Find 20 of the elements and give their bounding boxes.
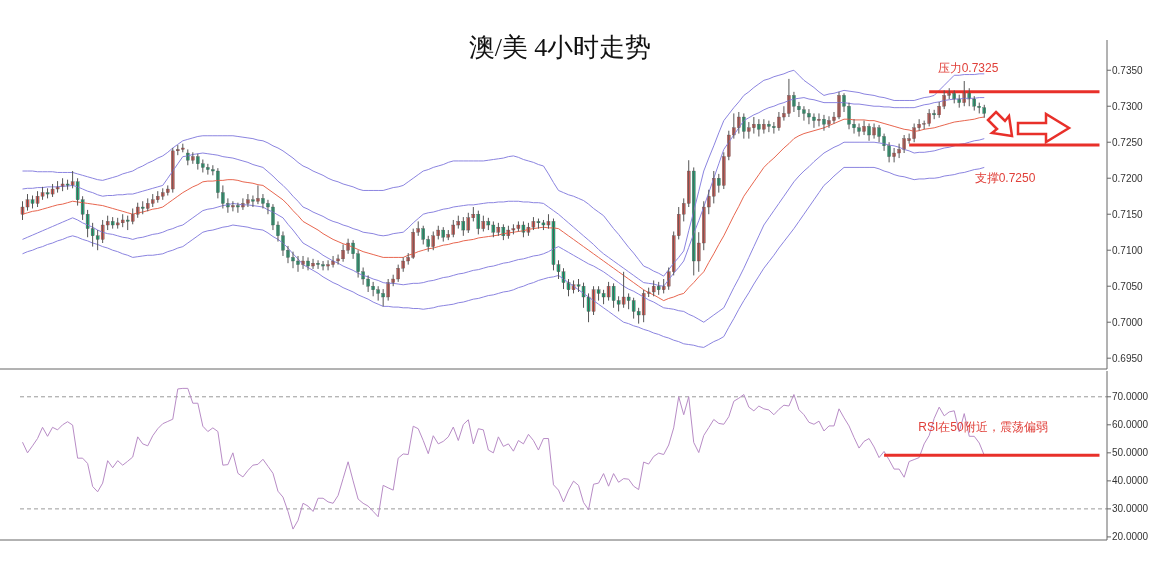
y-tick-label: 0.7100 <box>1112 244 1144 256</box>
y-tick-label: 60.0000 <box>1112 419 1149 431</box>
y-tick-label: 0.7200 <box>1112 172 1144 184</box>
y-tick-label: 0.6950 <box>1112 352 1144 364</box>
chart-title: 澳/美 4小时走势 <box>468 33 652 62</box>
y-tick-label: 0.7150 <box>1112 208 1144 220</box>
y-tick-label: 0.7050 <box>1112 280 1144 292</box>
y-tick-label: 0.7350 <box>1112 64 1144 76</box>
y-tick-label: 40.0000 <box>1112 475 1149 487</box>
annotation: 压力0.7325 <box>937 61 999 75</box>
y-tick-label: 70.0000 <box>1112 391 1149 403</box>
y-tick-label: 30.0000 <box>1112 503 1149 515</box>
y-tick-label: 50.0000 <box>1112 447 1149 459</box>
y-tick-label: 0.7250 <box>1112 136 1144 148</box>
y-tick-label: 0.7300 <box>1112 100 1144 112</box>
y-tick-label: 20.0000 <box>1112 531 1149 543</box>
annotation: 支撑0.7250 <box>974 171 1036 185</box>
y-tick-label: 0.7000 <box>1112 316 1144 328</box>
annotation: RSI在50附近，震荡偏弱 <box>918 420 1048 434</box>
line-series <box>22 387 985 530</box>
